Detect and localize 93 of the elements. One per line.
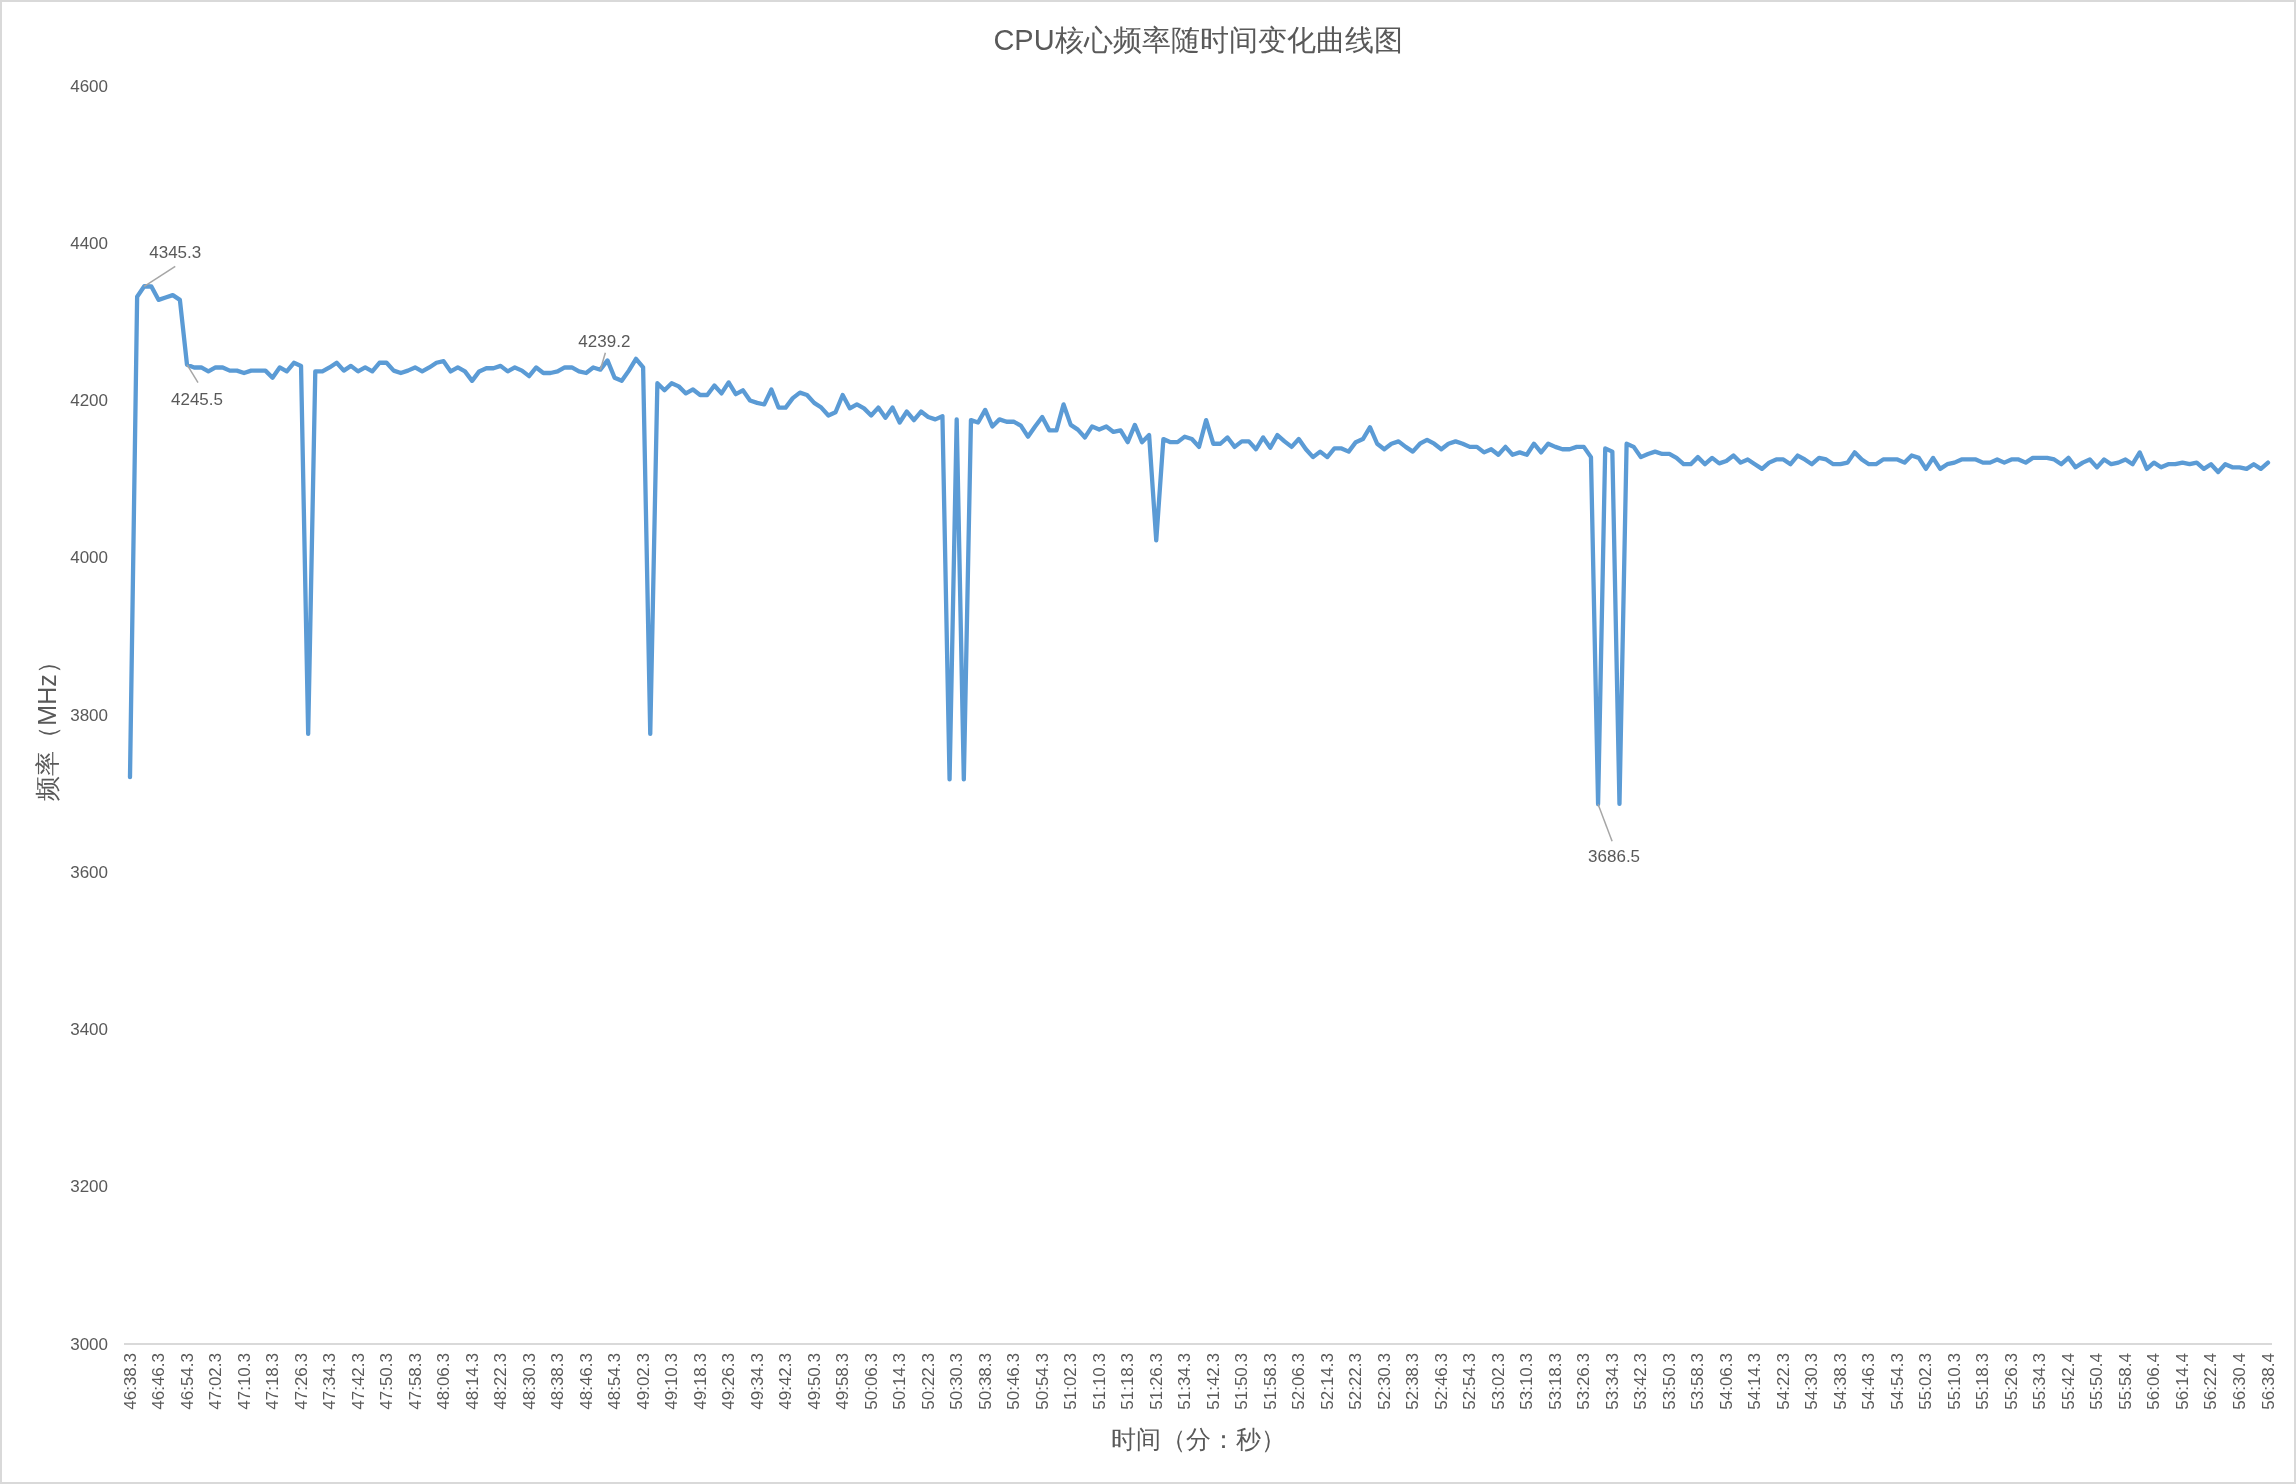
data-label: 4245.5 <box>171 390 224 410</box>
x-tick-label: 55:26.3 <box>2001 1353 2021 1410</box>
x-tick-label: 55:10.3 <box>1944 1353 1964 1410</box>
data-label: 4345.3 <box>149 242 202 262</box>
x-tick-label: 52:38.3 <box>1403 1353 1423 1410</box>
x-tick-label: 54:54.3 <box>1887 1353 1907 1410</box>
x-tick-label: 47:42.3 <box>348 1353 368 1410</box>
data-label: 4239.2 <box>578 332 631 352</box>
x-tick-label: 49:58.3 <box>833 1353 853 1410</box>
x-tick-label: 47:58.3 <box>405 1353 425 1410</box>
x-tick-label: 55:18.3 <box>1973 1353 1993 1410</box>
x-tick-label: 49:42.3 <box>776 1353 796 1410</box>
x-tick-label: 56:38.4 <box>2258 1353 2278 1410</box>
y-tick-label: 3000 <box>70 1334 108 1354</box>
x-tick-label: 56:30.4 <box>2229 1353 2249 1410</box>
x-tick-label: 53:18.3 <box>1545 1353 1565 1410</box>
x-tick-label: 50:14.3 <box>890 1353 910 1410</box>
x-tick-label: 48:14.3 <box>462 1353 482 1410</box>
x-tick-label: 55:58.4 <box>2115 1353 2135 1410</box>
x-tick-label: 51:18.3 <box>1118 1353 1138 1410</box>
x-tick-label: 47:26.3 <box>291 1353 311 1410</box>
x-tick-label: 53:50.3 <box>1659 1353 1679 1410</box>
x-tick-label: 52:30.3 <box>1374 1353 1394 1410</box>
x-tick-label: 49:18.3 <box>690 1353 710 1410</box>
x-axis-title: 时间（分：秒） <box>1110 1425 1286 1453</box>
x-tick-label: 50:54.3 <box>1032 1353 1052 1410</box>
x-tick-label: 47:18.3 <box>263 1353 283 1410</box>
x-tick-label: 51:02.3 <box>1061 1353 1081 1410</box>
x-tick-label: 52:06.3 <box>1289 1353 1309 1410</box>
x-tick-label: 51:50.3 <box>1232 1353 1252 1410</box>
x-tick-label: 53:42.3 <box>1631 1353 1651 1410</box>
x-tick-label: 49:26.3 <box>719 1353 739 1410</box>
x-tick-label: 51:42.3 <box>1203 1353 1223 1410</box>
x-tick-label: 53:58.3 <box>1688 1353 1708 1410</box>
x-tick-label: 52:46.3 <box>1431 1353 1451 1410</box>
y-tick-label: 3200 <box>70 1177 108 1197</box>
line-series <box>127 284 2271 807</box>
x-tick-label: 48:38.3 <box>548 1353 568 1410</box>
y-tick-label: 4600 <box>70 76 108 96</box>
x-tick-label: 46:38.3 <box>120 1353 140 1410</box>
x-tick-label: 55:50.4 <box>2087 1353 2107 1410</box>
x-tick-label: 47:10.3 <box>234 1353 254 1410</box>
x-tick-label: 56:14.4 <box>2172 1353 2192 1410</box>
x-tick-label: 49:10.3 <box>662 1353 682 1410</box>
x-tick-label: 54:06.3 <box>1716 1353 1736 1410</box>
x-tick-label: 53:34.3 <box>1602 1353 1622 1410</box>
x-tick-label: 51:34.3 <box>1175 1353 1195 1410</box>
x-tick-label: 53:26.3 <box>1574 1353 1594 1410</box>
x-tick-label: 47:50.3 <box>377 1353 397 1410</box>
x-tick-label: 55:34.3 <box>2030 1353 2050 1410</box>
x-tick-label: 56:06.4 <box>2144 1353 2164 1410</box>
x-tick-label: 54:22.3 <box>1773 1353 1793 1410</box>
x-tick-label: 51:10.3 <box>1089 1353 1109 1410</box>
x-tick-label: 49:34.3 <box>747 1353 767 1410</box>
y-tick-label: 4400 <box>70 233 108 253</box>
x-tick-label: 51:26.3 <box>1146 1353 1166 1410</box>
x-tick-label: 48:30.3 <box>519 1353 539 1410</box>
x-tick-label: 52:22.3 <box>1346 1353 1366 1410</box>
x-tick-label: 48:54.3 <box>605 1353 625 1410</box>
x-tick-label: 52:14.3 <box>1317 1353 1337 1410</box>
x-tick-label: 49:02.3 <box>633 1353 653 1410</box>
chart-title: CPU核心频率随时间变化曲线图 <box>993 24 1403 56</box>
x-tick-label: 48:22.3 <box>491 1353 511 1410</box>
x-tick-label: 53:10.3 <box>1517 1353 1537 1410</box>
x-tick-label: 54:14.3 <box>1745 1353 1765 1410</box>
x-tick-label: 48:06.3 <box>434 1353 454 1410</box>
y-tick-label: 4000 <box>70 548 108 568</box>
x-tick-label: 53:02.3 <box>1488 1353 1508 1410</box>
x-tick-label: 50:46.3 <box>1004 1353 1024 1410</box>
x-tick-label: 50:30.3 <box>947 1353 967 1410</box>
x-tick-label: 54:30.3 <box>1802 1353 1822 1410</box>
y-axis-title: 频率（MHz） <box>33 649 61 801</box>
x-tick-label: 47:02.3 <box>206 1353 226 1410</box>
x-tick-label: 54:46.3 <box>1859 1353 1879 1410</box>
x-tick-label: 56:22.4 <box>2201 1353 2221 1410</box>
x-tick-label: 55:42.4 <box>2058 1353 2078 1410</box>
y-tick-label: 3400 <box>70 1020 108 1039</box>
x-tick-label: 51:58.3 <box>1260 1353 1280 1410</box>
x-tick-label: 50:22.3 <box>918 1353 938 1410</box>
x-tick-label: 46:46.3 <box>149 1353 169 1410</box>
y-tick-label: 3800 <box>70 705 108 725</box>
y-tick-label: 3600 <box>70 862 108 882</box>
x-tick-label: 47:34.3 <box>320 1353 340 1410</box>
x-tick-label: 48:46.3 <box>576 1353 596 1410</box>
x-tick-label: 46:54.3 <box>177 1353 197 1410</box>
y-tick-label: 4200 <box>70 391 108 410</box>
x-tick-label: 50:38.3 <box>975 1353 995 1410</box>
x-tick-label: 54:38.3 <box>1830 1353 1850 1410</box>
x-tick-label: 55:02.3 <box>1916 1353 1936 1410</box>
data-label: 3686.5 <box>1588 846 1641 866</box>
x-tick-label: 49:50.3 <box>804 1353 824 1410</box>
x-tick-label: 50:06.3 <box>861 1353 881 1410</box>
x-tick-label: 52:54.3 <box>1460 1353 1480 1410</box>
